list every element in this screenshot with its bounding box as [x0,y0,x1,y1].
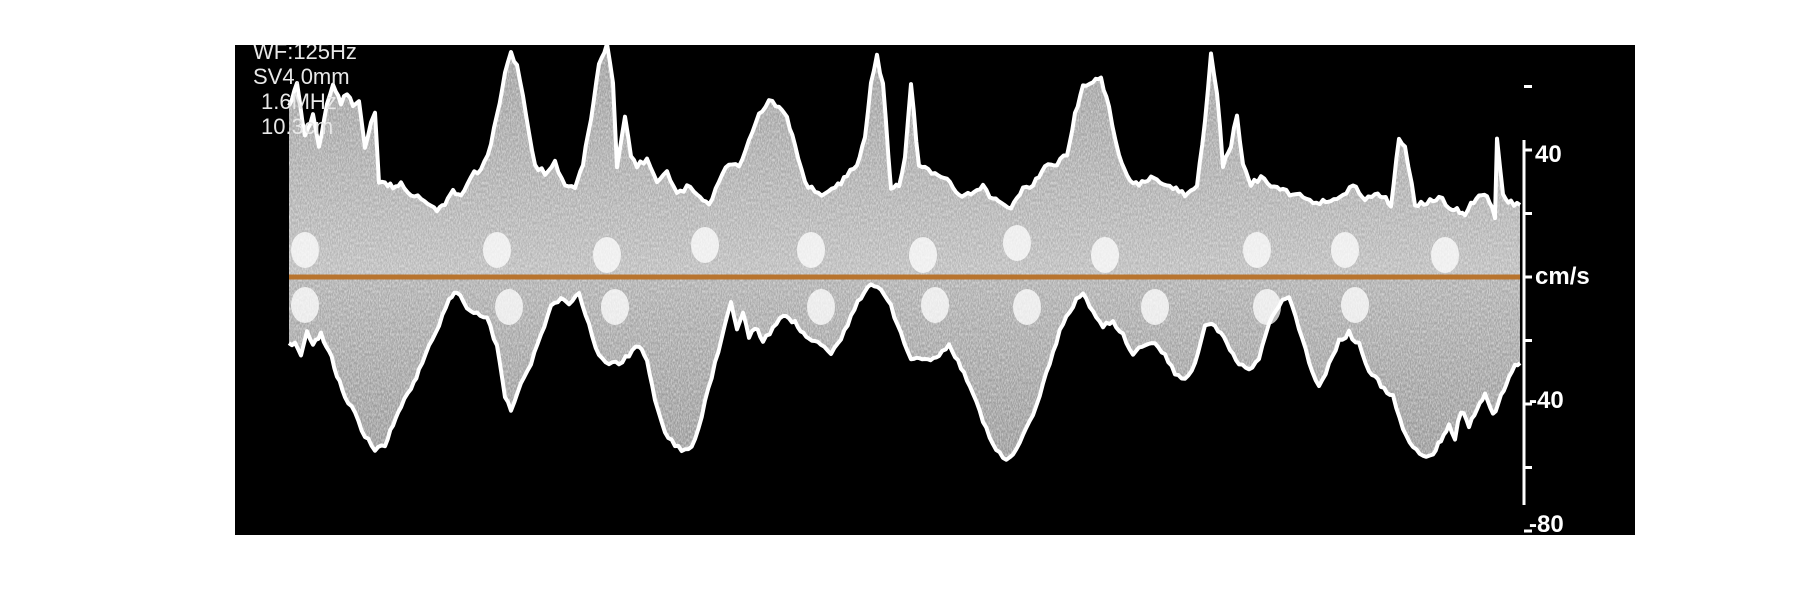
bright-spot [807,289,835,325]
doppler-spectrogram [235,45,1635,535]
bright-spot [909,237,937,273]
signal-bright-spots [291,225,1459,325]
upper-velocity-envelope [287,45,1522,221]
scale-label-40: 40 [1535,141,1562,168]
bright-spot [1003,225,1031,261]
bright-spot [1431,237,1459,273]
bright-spot [291,287,319,323]
bright-spot [1341,287,1369,323]
sample-volume-label: SV4.0mm [253,64,350,89]
bright-spot [1091,237,1119,273]
wall-filter-label: WF:125Hz [253,45,357,64]
lower-velocity-envelope [287,282,1522,462]
frequency-label: 1.6MHz [261,89,337,114]
bright-spot [1013,289,1041,325]
doppler-spectrum-frame: WF:125Hz SV4.0mm 1.6MHz 10.3cm 40 cm/s -… [235,45,1635,535]
bright-spot [921,287,949,323]
depth-label: 10.3cm [261,114,334,139]
bright-spot [593,237,621,273]
bright-spot [691,227,719,263]
bright-spot [495,289,523,325]
bright-spot [1141,289,1169,325]
scale-unit-label: cm/s [1535,263,1590,290]
bright-spot [1331,232,1359,268]
scale-label-minus-80: -80 [1529,511,1564,535]
bright-spot [291,232,319,268]
bright-spot [483,232,511,268]
velocity-scale-ticks [1524,85,1532,533]
bright-spot [1243,232,1271,268]
scale-label-minus-40: -40 [1529,387,1564,414]
bright-spot [601,289,629,325]
bright-spot [797,232,825,268]
